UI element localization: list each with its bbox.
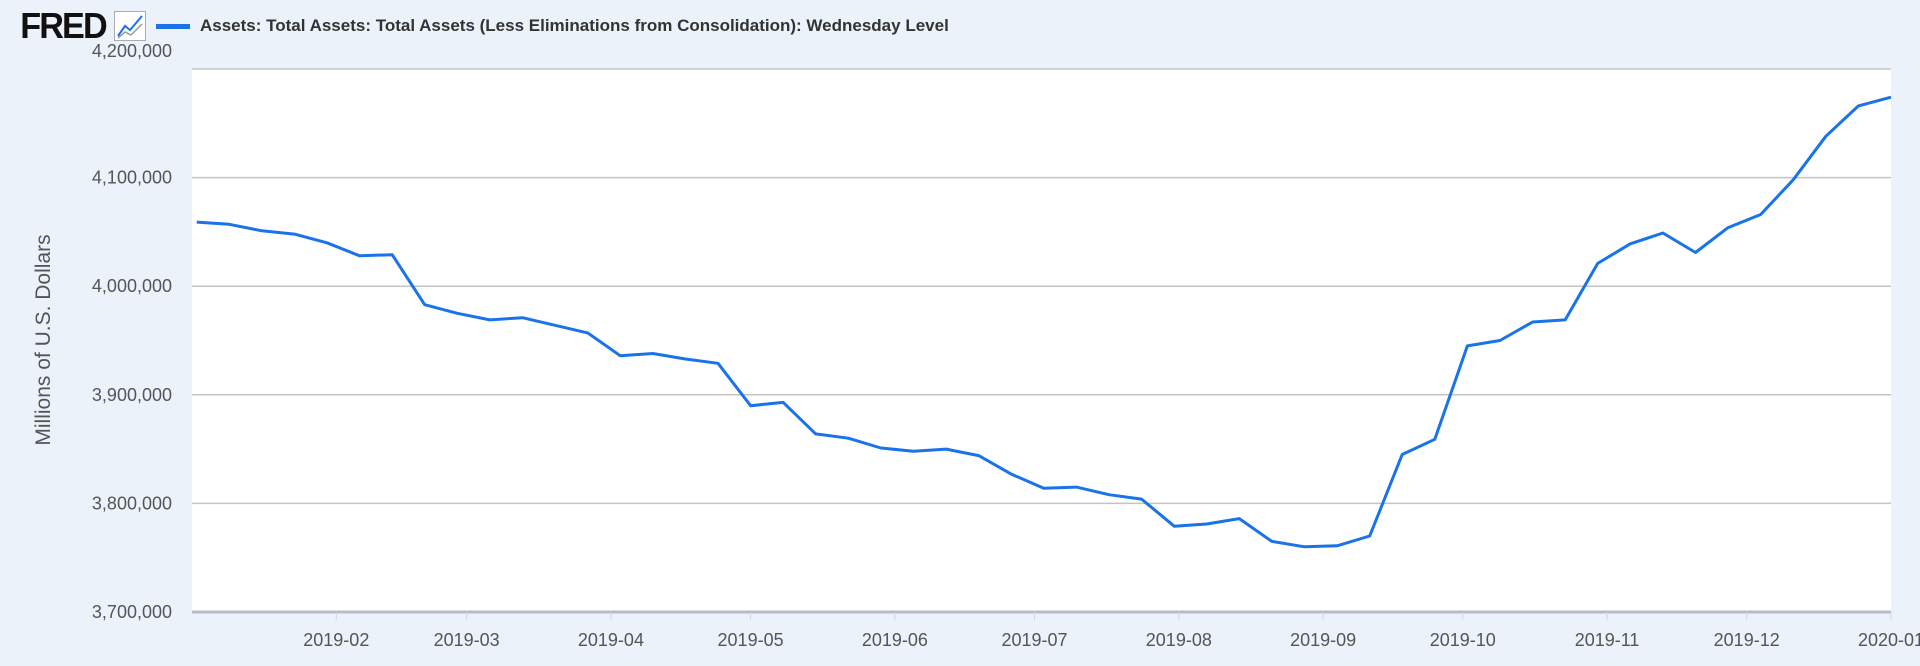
legend-swatch bbox=[156, 23, 190, 29]
y-tick-label: 4,200,000 bbox=[92, 41, 172, 61]
x-tick-label: 2020-01 bbox=[1858, 630, 1920, 650]
x-tick-label: 2019-07 bbox=[1001, 630, 1067, 650]
legend-label: Assets: Total Assets: Total Assets (Less… bbox=[200, 16, 949, 35]
y-tick-label: 4,100,000 bbox=[92, 168, 172, 188]
x-tick-label: 2019-02 bbox=[303, 630, 369, 650]
fred-logo[interactable]: FRED bbox=[20, 5, 107, 46]
y-axis-label: Millions of U.S. Dollars bbox=[32, 234, 55, 445]
x-tick-label: 2019-06 bbox=[862, 630, 928, 650]
x-tick-label: 2019-11 bbox=[1575, 630, 1640, 650]
y-tick-label: 4,000,000 bbox=[92, 276, 172, 296]
x-tick-label: 2019-04 bbox=[578, 630, 644, 650]
x-tick-label: 2019-09 bbox=[1290, 630, 1356, 650]
x-tick-label: 2019-12 bbox=[1714, 630, 1780, 650]
y-tick-label: 3,800,000 bbox=[92, 493, 172, 513]
plot-area bbox=[192, 69, 1891, 612]
line-chart-icon[interactable] bbox=[114, 11, 146, 41]
x-tick-label: 2019-10 bbox=[1430, 630, 1496, 650]
chart-header: FRED Assets: Total Assets: Total Assets … bbox=[18, 5, 949, 46]
x-tick-label: 2019-08 bbox=[1146, 630, 1212, 650]
x-tick-label: 2019-05 bbox=[718, 630, 784, 650]
y-tick-label: 3,700,000 bbox=[92, 602, 172, 622]
x-tick-label: 2019-03 bbox=[434, 630, 500, 650]
series-line bbox=[196, 95, 1892, 549]
y-tick-label: 3,900,000 bbox=[92, 385, 172, 405]
